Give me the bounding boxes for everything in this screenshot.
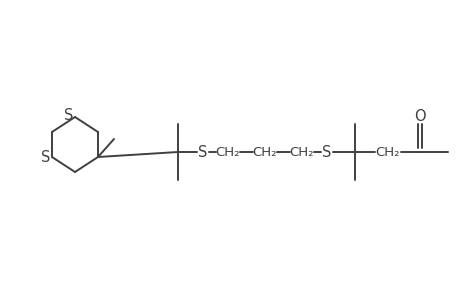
Text: CH₂: CH₂: [215, 146, 240, 158]
Text: CH₂: CH₂: [252, 146, 277, 158]
Text: S: S: [198, 145, 207, 160]
Text: S: S: [322, 145, 331, 160]
Text: CH₂: CH₂: [375, 146, 399, 158]
Text: S: S: [41, 149, 50, 164]
Text: S: S: [64, 107, 73, 122]
Text: CH₂: CH₂: [289, 146, 313, 158]
Text: O: O: [413, 109, 425, 124]
